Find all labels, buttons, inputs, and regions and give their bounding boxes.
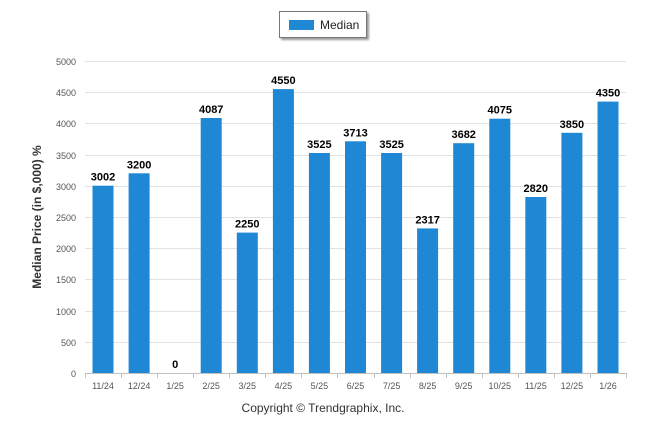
x-tick-labels: 11/24 12/24 1/25 2/25 3/25 4/25 5/25 6/25 7/25 8/… (92, 381, 617, 391)
x-tick-label: 2/25 (202, 381, 220, 391)
x-tick-label: 1/26 (599, 381, 617, 391)
y-tick-label: 5000 (56, 57, 76, 67)
y-tick-label: 3500 (56, 151, 76, 161)
x-tick-label: 11/24 (92, 381, 114, 391)
bar-value-label: 4350 (596, 88, 620, 100)
bar-4-25[interactable] (272, 89, 294, 373)
bar-value-label: 4550 (271, 75, 295, 87)
x-tick-label: 4/25 (275, 381, 293, 391)
bar-value-label: 3525 (379, 139, 403, 151)
bar-value-label: 2820 (524, 183, 548, 195)
bar-2-25[interactable] (200, 118, 222, 373)
x-tick-label: 9/25 (455, 381, 473, 391)
x-tick-label: 6/25 (347, 381, 365, 391)
bar-value-label: 3525 (307, 139, 331, 151)
y-axis-title: Median Price (in $,000) % (30, 145, 44, 289)
y-tick-labels: 0 500 1000 1500 2000 2500 3000 3500 4000 4500 5000 (56, 57, 76, 379)
bar-value-label: 2317 (415, 214, 439, 226)
x-tick-label: 12/24 (128, 381, 151, 391)
bar-5-25[interactable] (308, 153, 330, 373)
bar-value-label: 4075 (488, 105, 512, 117)
y-tick-label: 0 (71, 369, 76, 379)
x-axis (85, 373, 627, 378)
x-tick-label: 12/25 (561, 381, 584, 391)
y-tick-label: 2000 (56, 244, 76, 254)
bar-value-label: 3713 (343, 127, 367, 139)
x-tick-label: 5/25 (311, 381, 329, 391)
bar-11-25[interactable] (525, 197, 547, 373)
legend-label-median: Median (320, 18, 360, 32)
legend[interactable]: Median (279, 11, 367, 38)
bar-1-26[interactable] (597, 101, 619, 373)
bar-value-label: 0 (172, 359, 178, 371)
bar-3-25[interactable] (236, 232, 258, 373)
y-tick-label: 3000 (56, 182, 76, 192)
bar-11-24[interactable] (92, 185, 114, 373)
bar-10-25[interactable] (489, 118, 511, 373)
bar-6-25[interactable] (345, 141, 366, 373)
bar-value-label: 4087 (199, 104, 223, 116)
y-tick-label: 1500 (56, 275, 76, 285)
bar-9-25[interactable] (453, 143, 475, 373)
legend-swatch-median (289, 20, 314, 30)
copyright-credit: Copyright © Trendgraphix, Inc. (241, 401, 405, 415)
x-tick-label: 11/25 (525, 381, 547, 391)
bar-value-label: 3200 (127, 159, 151, 171)
x-tick-label: 1/25 (166, 381, 184, 391)
bar-7-25[interactable] (381, 153, 403, 373)
bar-12-24[interactable] (128, 173, 150, 373)
bar-value-label: 3002 (91, 172, 115, 184)
x-tick-label: 3/25 (239, 381, 257, 391)
bar-value-label: 2250 (235, 219, 259, 231)
y-tick-label: 2500 (56, 213, 76, 223)
bar-value-label: 3850 (560, 119, 584, 131)
bar-8-25[interactable] (417, 228, 439, 373)
y-tick-label: 4500 (56, 88, 76, 98)
x-tick-label: 10/25 (489, 381, 512, 391)
y-tick-label: 1000 (56, 307, 76, 317)
bar-value-labels: 3002 3200 0 4087 2250 4550 3525 3713 3525 2317 368… (91, 75, 620, 371)
bar-12-25[interactable] (561, 132, 583, 373)
bar-value-label: 3682 (451, 129, 475, 141)
x-tick-label: 8/25 (419, 381, 437, 391)
y-tick-label: 500 (61, 338, 76, 348)
y-tick-label: 4000 (56, 119, 76, 129)
bar-series-median (92, 89, 619, 373)
x-tick-label: 7/25 (383, 381, 401, 391)
